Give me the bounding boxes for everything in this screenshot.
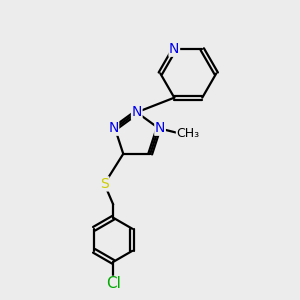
Text: N: N [108, 121, 118, 135]
Text: S: S [100, 177, 109, 191]
Text: N: N [132, 105, 142, 119]
Text: CH₃: CH₃ [176, 127, 200, 140]
Text: N: N [155, 121, 165, 135]
Text: N: N [169, 42, 179, 56]
Text: Cl: Cl [106, 277, 121, 292]
